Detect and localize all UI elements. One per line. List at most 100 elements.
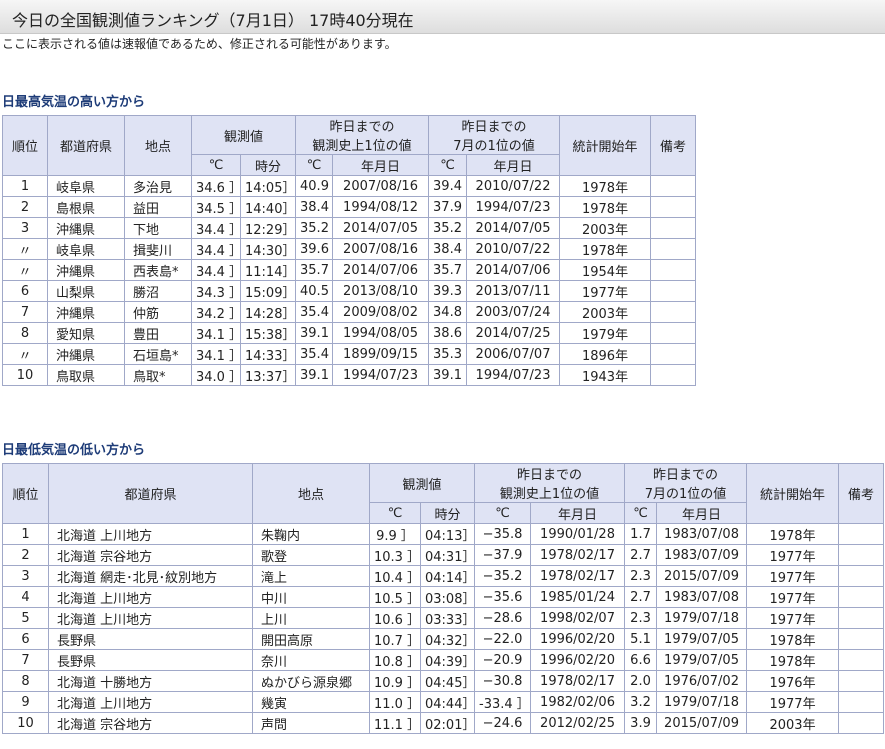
- subheader-cell: ℃: [428, 154, 468, 176]
- table-cell: 1996/02/20: [530, 649, 626, 671]
- table-cell: 2014/07/06: [332, 259, 430, 281]
- table-cell: −24.6: [474, 712, 532, 734]
- table-cell: 35.4: [295, 343, 334, 365]
- table-cell: 1977年: [746, 565, 840, 587]
- table-cell: 1.7: [624, 523, 658, 545]
- table-cell: 北海道 十勝地方: [48, 670, 253, 692]
- table-cell: 8: [2, 670, 49, 692]
- table-cell: 幾寅: [252, 691, 370, 713]
- table-cell: 〃: [2, 238, 48, 260]
- header-cell: 都道府県: [47, 115, 125, 176]
- table-cell: 下地: [124, 217, 192, 239]
- table-cell: 38.4: [295, 196, 334, 218]
- remarks-cell: [838, 544, 885, 566]
- data-row: 10 鳥取県 鳥取* 34.0 ］ 13:37］ 39.1 1994/07/23 39.1 19…: [2, 364, 697, 386]
- table-cell: 2003年: [746, 712, 840, 734]
- table-cell: 1983/07/08: [656, 523, 748, 545]
- table-cell: 34.4 ］: [191, 238, 241, 260]
- table-cell: 1994/07/23: [332, 364, 430, 386]
- table-cell: 35.4: [295, 301, 334, 323]
- table-cell: −30.8: [474, 670, 532, 692]
- table-cell: 15:38］: [239, 322, 297, 344]
- subheader-cell: 年月日: [332, 154, 430, 176]
- table-cell: 1978年: [559, 175, 652, 197]
- remarks-cell: [650, 280, 697, 302]
- table-cell: 1976年: [746, 670, 840, 692]
- table-cell: 島根県: [47, 196, 125, 218]
- remarks-cell: [650, 301, 697, 323]
- table-cell: 8: [2, 322, 48, 344]
- table-cell: 石垣島*: [124, 343, 192, 365]
- table-cell: 1994/07/23: [466, 364, 561, 386]
- header-cell: 地点: [252, 463, 370, 524]
- subheader-cell: ℃: [474, 502, 532, 524]
- table-cell: 04:45］: [419, 670, 476, 692]
- remarks-cell: [838, 523, 885, 545]
- table-cell: 1994/08/12: [332, 196, 430, 218]
- note: ここに表示される値は速報値であるため、修正される可能性があります。: [2, 37, 397, 51]
- subheader-cell: ℃: [369, 502, 421, 524]
- table-cell: 西表島*: [124, 259, 192, 281]
- table-cell: 2009/08/02: [332, 301, 430, 323]
- table-cell: 38.4: [428, 238, 468, 260]
- table-cell: 14:33］: [239, 343, 297, 365]
- remarks-cell: [650, 259, 697, 281]
- table-cell: 1977年: [746, 691, 840, 713]
- table-cell: 14:05］: [239, 175, 297, 197]
- subheader-cell: ℃: [191, 154, 241, 176]
- remarks-cell: [838, 712, 885, 734]
- data-row: 〃沖縄県 石垣島* 34.1 ］ 14:33］ 35.4 1899/09/15 35.3 20…: [2, 343, 697, 365]
- table-cell: 11.1 ］: [369, 712, 421, 734]
- ranking-table: 順位 都道府県 地点 観測値 昨日までの 観測史上1位の値 昨日までの 7月の1位の値 統計開始…: [2, 463, 885, 734]
- table-cell: 朱鞠内: [252, 523, 370, 545]
- table-cell: 34.3 ］: [191, 280, 241, 302]
- data-row: 3 北海道 網走･北見･紋別地方 滝上 10.4 ］ 04:14］ −35.2 1978/0…: [2, 565, 885, 587]
- header-row: 順位 都道府県 地点 観測値 昨日までの 観測史上1位の値 昨日までの 7月の1位の値 統計開始…: [2, 115, 697, 176]
- table-cell: 2.7: [624, 544, 658, 566]
- table-cell: 1985/01/24: [530, 586, 626, 608]
- remarks-cell: [650, 343, 697, 365]
- header-cell: 統計開始年: [746, 463, 840, 524]
- table-cell: 2013/08/10: [332, 280, 430, 302]
- table-cell: 1978/02/17: [530, 670, 626, 692]
- table-cell: 40.5: [295, 280, 334, 302]
- table-cell: 5.1: [624, 628, 658, 650]
- table-cell: 2014/07/05: [466, 217, 561, 239]
- table-cell: 2003年: [559, 301, 652, 323]
- table-cell: −28.6: [474, 607, 532, 629]
- table-cell: 益田: [124, 196, 192, 218]
- table-cell: 10.5 ］: [369, 586, 421, 608]
- table-cell: 北海道 網走･北見･紋別地方: [48, 565, 253, 587]
- table-cell: 歌登: [252, 544, 370, 566]
- remarks-cell: [838, 565, 885, 587]
- table-cell: 10.6 ］: [369, 607, 421, 629]
- table-cell: 39.1: [295, 322, 334, 344]
- table-cell: 1979年: [559, 322, 652, 344]
- table-cell: 39.3: [428, 280, 468, 302]
- table-cell: 勝沼: [124, 280, 192, 302]
- table-cell: 39.1: [295, 364, 334, 386]
- table-cell: 6: [2, 628, 49, 650]
- header-cell: 順位: [2, 115, 48, 176]
- remarks-cell: [838, 607, 885, 629]
- table-cell: 10.3 ］: [369, 544, 421, 566]
- table-cell: 声問: [252, 712, 370, 734]
- table-cell: 長野県: [48, 628, 253, 650]
- table-cell: −35.6: [474, 586, 532, 608]
- table-cell: 39.1: [428, 364, 468, 386]
- table-cell: 04:44］: [419, 691, 476, 713]
- remarks-cell: [650, 322, 697, 344]
- table-cell: 仲筋: [124, 301, 192, 323]
- table-cell: 2: [2, 196, 48, 218]
- table-cell: 北海道 上川地方: [48, 586, 253, 608]
- remarks-cell: [650, 238, 697, 260]
- table-cell: 2012/02/25: [530, 712, 626, 734]
- table-cell: 愛知県: [47, 322, 125, 344]
- table-cell: 2014/07/05: [332, 217, 430, 239]
- table-cell: 38.6: [428, 322, 468, 344]
- remarks-cell: [838, 691, 885, 713]
- table-cell: 1979/07/18: [656, 691, 748, 713]
- header-cell: 昨日までの 7月の1位の値: [428, 115, 561, 155]
- table-cell: 2.0: [624, 670, 658, 692]
- table-cell: 滝上: [252, 565, 370, 587]
